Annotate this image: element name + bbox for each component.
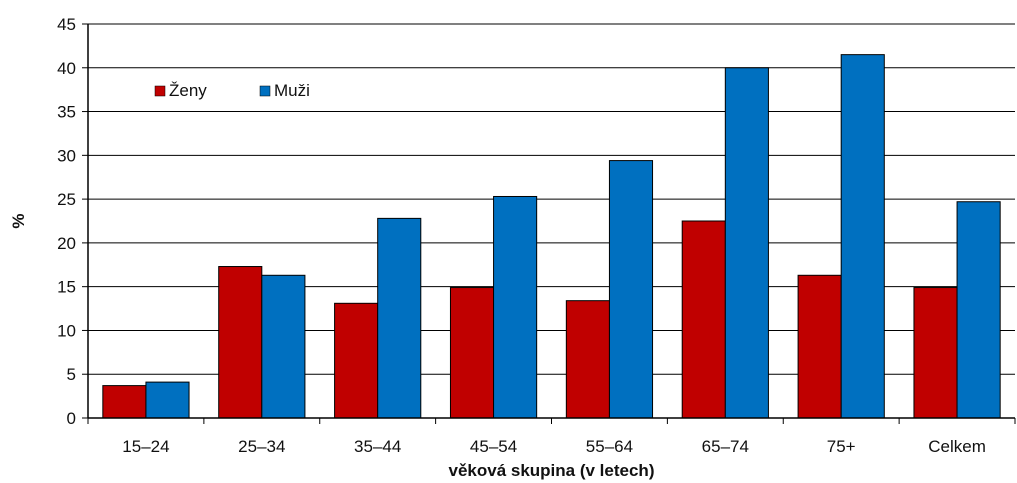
bar-zeny bbox=[334, 302, 379, 419]
y-tick-label: 15 bbox=[57, 278, 76, 297]
legend-label-muzi: Muži bbox=[274, 81, 310, 100]
y-tick-label: 20 bbox=[57, 234, 76, 253]
y-tick-label: 0 bbox=[67, 409, 76, 428]
bar-zeny bbox=[681, 220, 726, 419]
legend-swatch-zeny bbox=[154, 85, 166, 97]
y-tick-label: 10 bbox=[57, 321, 76, 340]
bar-muzi bbox=[377, 217, 422, 419]
legend-swatch-muzi bbox=[259, 85, 271, 97]
bar-muzi bbox=[956, 201, 1001, 419]
y-tick-label: 45 bbox=[57, 15, 76, 34]
bar-zeny bbox=[449, 287, 495, 419]
bar-zeny bbox=[797, 274, 842, 419]
x-axis-title: věková skupina (v letech) bbox=[449, 461, 655, 480]
x-tick-label: 25–34 bbox=[238, 437, 285, 456]
axes bbox=[87, 24, 1015, 419]
bars bbox=[102, 54, 1001, 419]
x-tick-label: 65–74 bbox=[702, 437, 749, 456]
bar-muzi bbox=[493, 195, 538, 419]
y-tick-label: 25 bbox=[57, 190, 76, 209]
bar-zeny bbox=[913, 287, 958, 419]
bar-muzi bbox=[608, 160, 654, 419]
x-tick-label: 15–24 bbox=[122, 437, 169, 456]
x-tick-label: 75+ bbox=[827, 437, 856, 456]
bar-muzi bbox=[840, 54, 885, 419]
y-tick-label: 5 bbox=[67, 365, 76, 384]
bar-muzi bbox=[261, 274, 306, 419]
bar-zeny bbox=[565, 300, 610, 419]
y-tick-label: 40 bbox=[57, 59, 76, 78]
y-tick-label: 30 bbox=[57, 146, 76, 165]
legend-label-zeny: Ženy bbox=[169, 81, 207, 100]
y-tick-labels: 0 5 10 15 20 25 30 35 40 45 bbox=[57, 15, 76, 428]
bar-muzi bbox=[145, 381, 190, 419]
x-tick-label: Celkem bbox=[928, 437, 986, 456]
y-axis-title: % bbox=[9, 213, 28, 228]
y-tick-label: 35 bbox=[57, 103, 76, 122]
x-tick-labels: 15–24 25–34 35–44 45–54 55–64 65–74 75+ Celkem bbox=[122, 437, 986, 456]
x-tick-label: 45–54 bbox=[470, 437, 517, 456]
legend: Ženy Muži bbox=[154, 81, 310, 100]
bar-zeny bbox=[102, 385, 147, 419]
bar-zeny bbox=[218, 266, 263, 419]
x-tick-label: 35–44 bbox=[354, 437, 401, 456]
bar-muzi bbox=[724, 67, 769, 419]
x-tick-label: 55–64 bbox=[586, 437, 633, 456]
